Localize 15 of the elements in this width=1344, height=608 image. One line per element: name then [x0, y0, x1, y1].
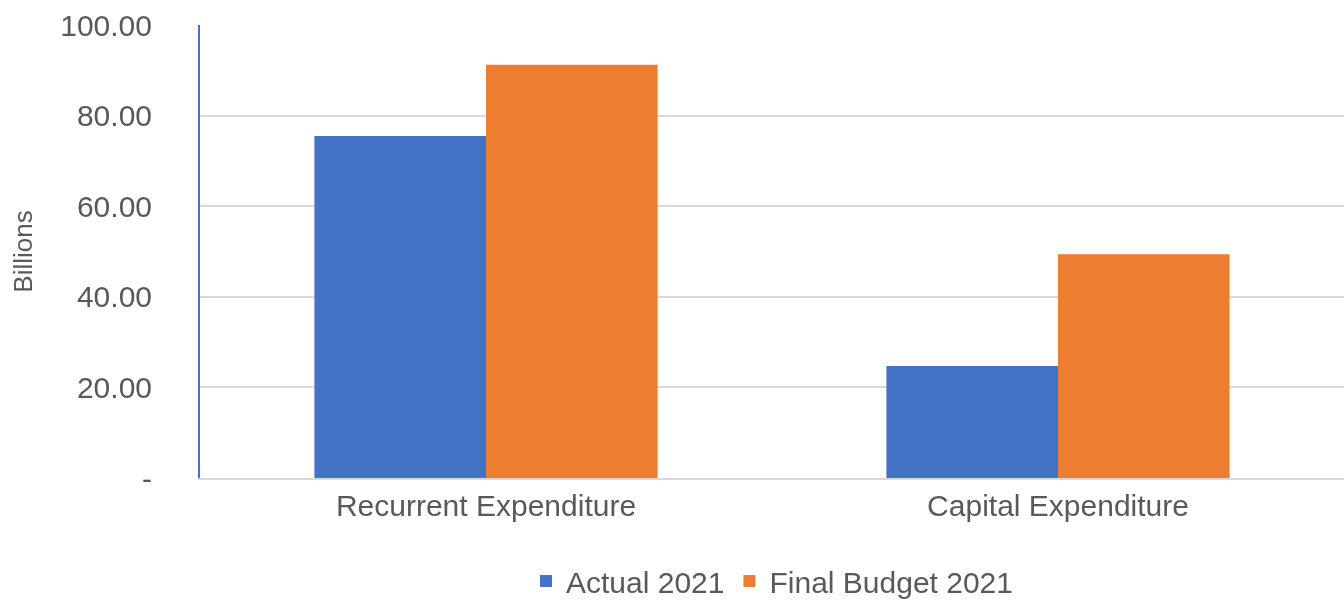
y-axis-title: Billions — [8, 210, 39, 293]
legend-label: Actual 2021 — [566, 565, 725, 599]
x-tick-label: Recurrent Expenditure — [335, 489, 637, 522]
y-tick-label: 20.00 — [76, 370, 152, 404]
bar — [486, 64, 658, 478]
bar — [314, 135, 486, 478]
bar — [1058, 254, 1230, 478]
x-tick-label: Capital Expenditure — [927, 489, 1189, 522]
y-tick-label: 60.00 — [76, 189, 152, 223]
y-tick-label: 100.00 — [60, 8, 152, 42]
y-tick-label: 40.00 — [76, 280, 152, 314]
bar — [886, 366, 1058, 478]
y-tick-label: 80.00 — [76, 99, 152, 133]
y-tick-label: - — [142, 461, 152, 495]
legend-label: Final Budget 2021 — [769, 565, 1013, 599]
